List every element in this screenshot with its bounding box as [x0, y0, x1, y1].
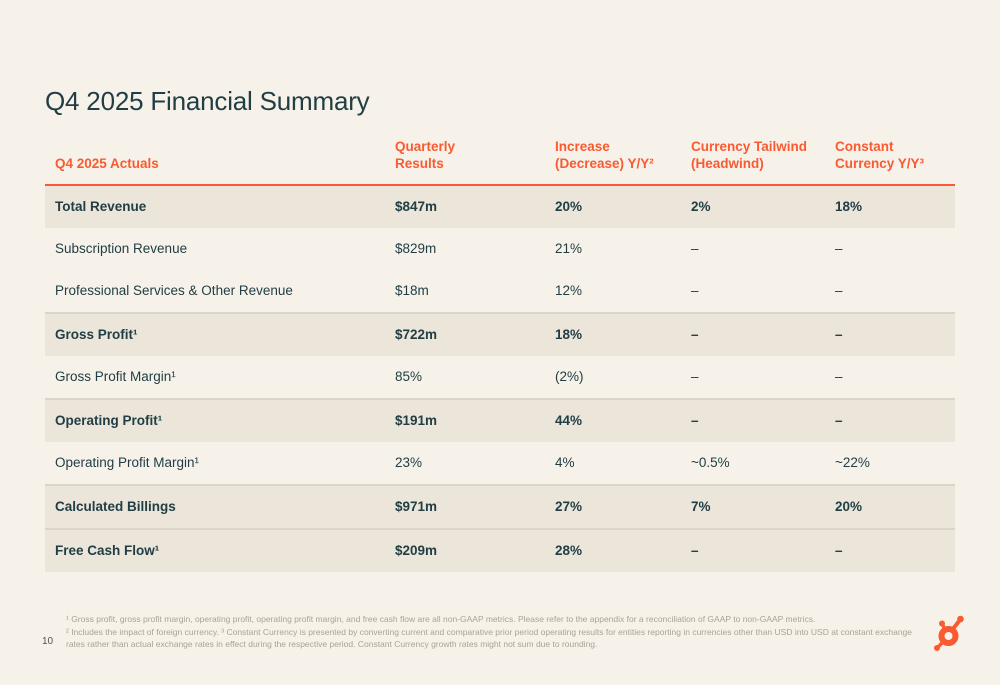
column-header: Constant Currency Y/Y³	[835, 138, 955, 186]
column-header: Increase (Decrease) Y/Y²	[555, 138, 691, 186]
row-value: $18m	[395, 283, 429, 298]
row-value: –	[691, 398, 835, 442]
column-header: Quarterly Results	[395, 138, 555, 186]
row-value: 85%	[395, 369, 423, 384]
row-label: Gross Profit¹	[45, 312, 395, 356]
row-value: –	[691, 369, 699, 384]
row-value: 23%	[395, 455, 423, 470]
row-value: 12%	[555, 283, 583, 298]
footnotes: ¹ Gross profit, gross profit margin, ope…	[66, 613, 912, 651]
row-value: 27%	[555, 484, 691, 529]
row-value: $971m	[395, 484, 555, 529]
row-value: $722m	[395, 312, 555, 356]
row-value: 18%	[835, 185, 955, 228]
table-body: Total Revenue $847m 20% 2% 18% Subscription R…	[45, 185, 955, 572]
row-value: 21%	[555, 241, 583, 256]
table-row: Gross Profit¹ $722m 18% – –	[45, 312, 955, 356]
row-value: –	[835, 241, 843, 256]
footnote-line: ¹ Gross profit, gross profit margin, ope…	[66, 614, 816, 624]
table-row: Subscription Revenue $829m 21% – –	[45, 228, 955, 270]
row-label: Professional Services & Other Revenue	[55, 283, 293, 298]
page-number: 10	[42, 636, 54, 647]
row-value: ~0.5%	[691, 455, 730, 470]
table-row: Calculated Billings $971m 27% 7% 20%	[45, 484, 955, 529]
row-label: Gross Profit Margin¹	[55, 369, 176, 384]
table-row: Gross Profit Margin¹ 85% (2%) – –	[45, 356, 955, 399]
row-label: Subscription Revenue	[55, 241, 188, 256]
row-value: –	[691, 241, 699, 256]
table-header-row: Q4 2025 Actuals Quarterly Results Increase…	[45, 138, 955, 186]
row-value: (2%)	[555, 369, 584, 384]
row-label: Calculated Billings	[45, 484, 395, 529]
table-row: Professional Services & Other Revenue $18…	[45, 270, 955, 313]
row-value: 7%	[691, 484, 835, 529]
row-value: 28%	[555, 528, 691, 572]
row-value: $829m	[395, 241, 437, 256]
row-value: 18%	[555, 312, 691, 356]
row-value: –	[835, 369, 843, 384]
row-label: Total Revenue	[45, 185, 395, 228]
row-value: –	[835, 528, 955, 572]
row-value: $847m	[395, 185, 555, 228]
row-value: 4%	[555, 455, 575, 470]
row-value: $209m	[395, 528, 555, 572]
table-row: Free Cash Flow¹ $209m 28% – –	[45, 528, 955, 572]
row-value: 44%	[555, 398, 691, 442]
table-row: Operating Profit Margin¹ 23% 4% ~0.5% ~22%	[45, 442, 955, 485]
row-value: $191m	[395, 398, 555, 442]
column-header: Currency Tailwind (Headwind)	[691, 138, 835, 186]
row-value: ~22%	[835, 455, 870, 470]
row-value: –	[835, 312, 955, 356]
row-value: –	[835, 398, 955, 442]
table-row: Operating Profit¹ $191m 44% – –	[45, 398, 955, 442]
table-row: Total Revenue $847m 20% 2% 18%	[45, 185, 955, 228]
row-value: –	[691, 283, 699, 298]
row-value: 20%	[835, 484, 955, 529]
page-title: Q4 2025 Financial Summary	[45, 86, 370, 116]
row-label: Operating Profit¹	[45, 398, 395, 442]
row-value: –	[691, 312, 835, 356]
footnote-line: rates rather than actual exchange rates …	[66, 639, 598, 649]
row-value: 20%	[555, 185, 691, 228]
column-header: Q4 2025 Actuals	[45, 138, 395, 186]
row-label: Free Cash Flow¹	[45, 528, 395, 572]
hubspot-sprocket-logo	[934, 615, 964, 651]
row-label: Operating Profit Margin¹	[55, 455, 200, 470]
row-value: –	[835, 283, 843, 298]
footnote-line: ² Includes the impact of foreign currenc…	[66, 626, 913, 637]
financial-summary-table: Q4 2025 Actuals Quarterly Results Increase…	[45, 138, 955, 572]
row-value: –	[691, 528, 835, 572]
row-value: 2%	[691, 185, 835, 228]
